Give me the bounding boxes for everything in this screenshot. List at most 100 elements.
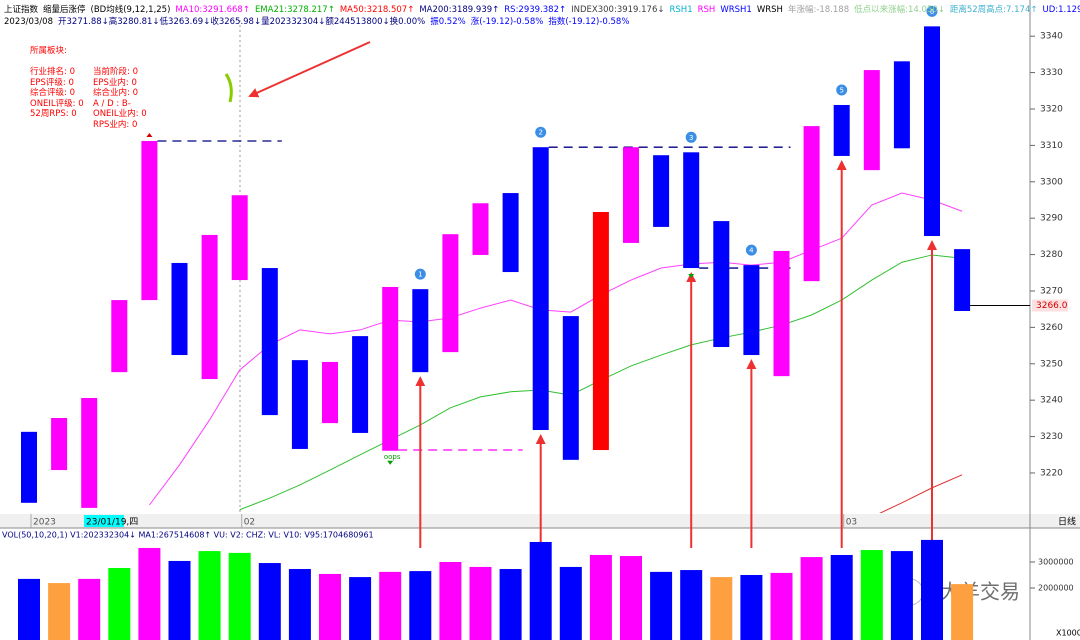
candle <box>231 195 248 281</box>
sidebar-item: 综合业内: 0 <box>93 88 138 98</box>
marker-label: 3 <box>689 134 693 142</box>
volume-bar <box>800 557 823 640</box>
volume-unit: X1000 <box>1056 629 1080 638</box>
last-price-box <box>1032 299 1068 312</box>
down-triangle <box>387 460 394 465</box>
volume-bar <box>228 552 251 640</box>
volume-bar <box>830 554 853 640</box>
volume-bar <box>168 560 191 640</box>
x-tick-label: 03 <box>846 518 857 528</box>
volume-bar <box>138 547 161 640</box>
down-triangle <box>688 274 695 279</box>
sidebar-title: 所属板块: <box>30 46 67 56</box>
volume-title: VOL(50,10,20,1) V1:202332304↓ MA1:267514… <box>2 531 374 540</box>
squiggle <box>224 73 233 103</box>
volume-bar <box>48 583 71 640</box>
marker-label: 4 <box>749 247 754 255</box>
header-item: RSH1 <box>669 5 693 15</box>
volume-bar <box>258 563 281 640</box>
candle <box>924 26 940 237</box>
sidebar-item: 行业排名: 0 <box>30 67 75 77</box>
volume-tick-label: 3000000 <box>1038 558 1074 567</box>
marker-dot <box>926 5 938 17</box>
volume-bar <box>319 573 341 640</box>
volume-bar <box>499 569 522 640</box>
ma-line <box>149 192 963 506</box>
candle <box>863 70 880 171</box>
volume-bar <box>18 578 40 640</box>
volume-bar <box>349 577 372 640</box>
candle <box>111 300 128 373</box>
header-item: 低点以来涨幅:14.050↓ <box>854 5 945 15</box>
candle <box>141 141 158 301</box>
sidebar-item: ONEIL业内: 0 <box>93 109 147 119</box>
volume-bar <box>529 541 552 640</box>
y-tick-label: 3240 <box>1040 396 1063 406</box>
candle <box>623 147 639 243</box>
header-item: MA10:3291.668↑ <box>175 5 250 15</box>
header-item: WRSH1 <box>720 5 752 15</box>
candle <box>261 268 278 416</box>
y-tick-label: 3260 <box>1040 323 1063 333</box>
header-line2: 2023/03/08 开3271.88↓高3280.81↓低3263.69↓收32… <box>4 15 634 27</box>
sidebar-item: 综合评级: 0 <box>30 88 75 98</box>
last-price-label: 3266.0 <box>1036 301 1068 311</box>
header-item: 振0.52% <box>430 17 466 27</box>
header-item: 上证指数 <box>4 5 39 15</box>
candle <box>322 361 338 424</box>
ma-line <box>879 474 963 513</box>
marker-dot <box>836 84 848 96</box>
volume-bar <box>921 539 943 640</box>
oops-label: oops <box>384 453 401 461</box>
y-tick-label: 3250 <box>1040 359 1063 369</box>
sidebar-item: EPS业内: 0 <box>93 77 137 88</box>
cursor-date: 23/01/19,四 <box>86 518 138 528</box>
header-item: (BD均线(9,12,1,25) <box>90 5 171 15</box>
volume-bar <box>710 577 733 640</box>
volume-bar <box>589 554 612 640</box>
sidebar-item: 当前阶段: 0 <box>93 67 138 77</box>
candle <box>954 249 971 311</box>
y-tick-label: 3230 <box>1040 432 1063 442</box>
volume-bar <box>650 571 673 640</box>
candle <box>803 126 820 282</box>
header-line1: 上证指数 缩量后涨停 (BD均线(9,12,1,25) MA10:3291.668↑ E… <box>4 3 1080 15</box>
candle <box>472 203 489 255</box>
header-item: 2023/03/08 <box>4 17 53 27</box>
marker-dot <box>535 126 547 138</box>
header-item: 缩量后涨停 <box>43 5 86 15</box>
y-tick-label: 3290 <box>1040 214 1063 224</box>
candle <box>81 397 98 508</box>
candle <box>713 221 730 348</box>
sidebar-item: RPS业内: 0 <box>93 119 138 130</box>
candle <box>833 104 850 156</box>
volume-bar <box>559 566 582 640</box>
marker-dot <box>414 268 426 280</box>
candle <box>893 61 910 149</box>
x-tick-label: 02 <box>244 518 255 528</box>
header-item: 开3271.88↓高3280.81↓低3263.69↓收3265.98↓量202… <box>58 17 426 27</box>
volume-bar <box>951 584 974 640</box>
pointer-arrow <box>248 41 371 98</box>
y-tick-label: 3280 <box>1040 250 1063 260</box>
candle <box>412 289 429 373</box>
volume-bar <box>860 550 883 640</box>
header-item: INDEX300:3919.176↓ <box>571 5 665 15</box>
header-item: 指数(-19.12)-0.58% <box>548 17 630 27</box>
volume-bar <box>620 556 642 640</box>
candle <box>352 336 369 433</box>
candle <box>382 286 399 451</box>
header-item: UD:1.129↑ <box>1042 5 1080 15</box>
candle <box>683 152 700 269</box>
volume-bar <box>379 571 402 640</box>
candle <box>442 234 459 353</box>
candle <box>171 262 188 356</box>
volume-bar <box>78 578 101 640</box>
volume-tick-label: 2000000 <box>1038 584 1074 593</box>
header-item: 涨(-19.12)-0.58% <box>470 17 544 27</box>
candle <box>562 316 579 460</box>
x-tick-label: 2023 <box>33 518 56 528</box>
